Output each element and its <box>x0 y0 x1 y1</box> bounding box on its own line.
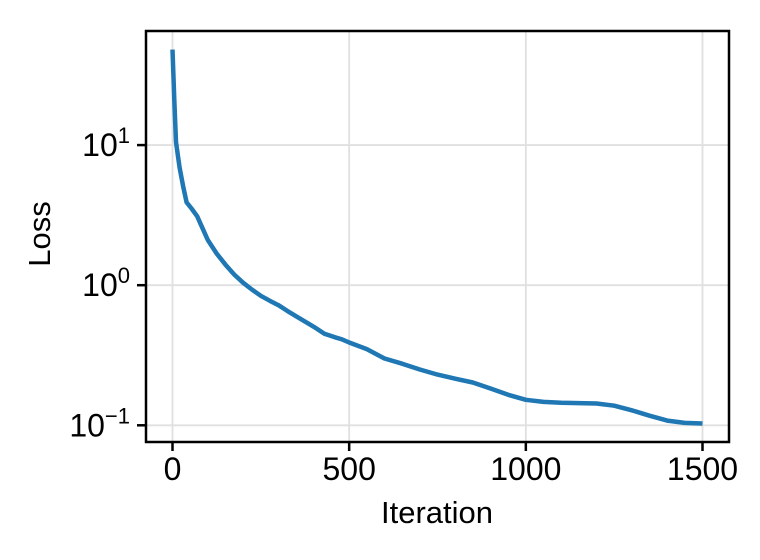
x-tick-label: 500 <box>322 451 375 487</box>
series-lines <box>170 49 703 426</box>
x-tick-label: 0 <box>164 451 182 487</box>
x-tick-label: 1500 <box>667 451 738 487</box>
y-tick-label: 100 <box>82 263 130 303</box>
axes-frame <box>144 29 731 444</box>
x-axis-label: Iteration <box>381 495 493 530</box>
y-axis-label: Loss <box>22 201 57 266</box>
axis-ticks <box>137 143 704 451</box>
x-tick-label: 1000 <box>490 451 561 487</box>
gridlines <box>146 31 729 442</box>
tick-labels: 0 500 1000 1500 101 100 10−1 <box>69 123 738 487</box>
y-tick-label: 101 <box>82 123 130 163</box>
y-tick-label: 10−1 <box>69 403 130 443</box>
plot-frame <box>144 29 731 444</box>
training-loss-curve <box>170 49 703 426</box>
